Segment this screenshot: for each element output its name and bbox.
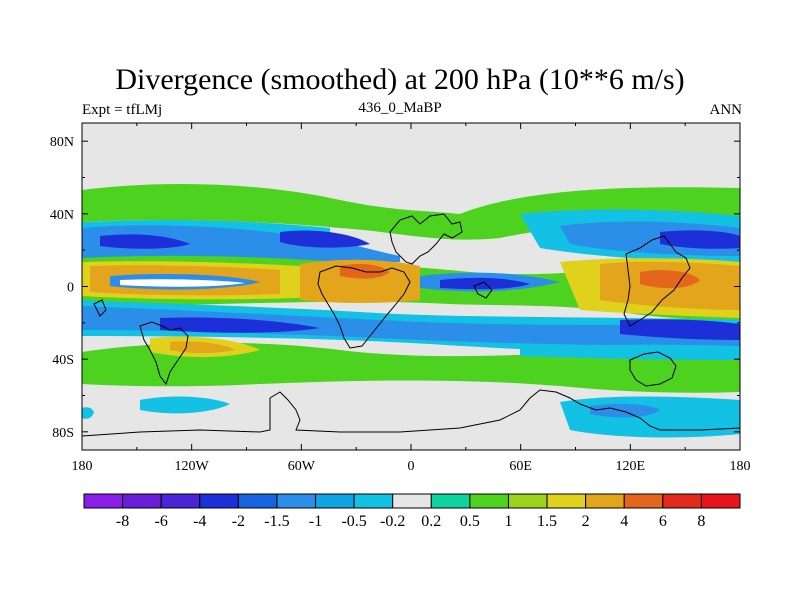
- colorbar-swatch: [237, 493, 278, 509]
- colorbar-label: 2: [582, 513, 590, 530]
- colorbar-label: 1.5: [537, 513, 557, 530]
- colorbar-label: -4: [193, 513, 206, 530]
- field-north-conv: [82, 225, 400, 262]
- field-north-conv-deep: [100, 234, 190, 249]
- x-tick-label: 180: [730, 459, 751, 474]
- colorbar-swatch: [315, 493, 355, 509]
- subtitle-center: 436_0_MaBP: [358, 100, 442, 116]
- field-polar-cyan-b: [560, 396, 740, 438]
- field-polar-blue-b: [590, 403, 660, 418]
- colorbar-label: 6: [659, 513, 667, 530]
- coast-india: [473, 281, 493, 299]
- contour-fields: [82, 184, 740, 438]
- colorbar-label: -1.5: [264, 513, 289, 530]
- colorbar-swatch: [546, 493, 587, 509]
- field-polar-cyan-a: [140, 396, 230, 414]
- colorbar-swatch: [392, 493, 432, 509]
- y-tick-label: 40N: [50, 208, 74, 223]
- y-tick-label: 80N: [50, 135, 74, 150]
- colorbar-swatch: [160, 493, 201, 509]
- field-eq-white-core: [120, 279, 245, 287]
- x-axis: 180 120W 60W 0 60E 120E 180: [72, 123, 751, 474]
- colorbar-swatch: [122, 493, 162, 509]
- colorbar-label: 0.5: [460, 513, 480, 530]
- colorbar-swatch: [585, 493, 625, 509]
- y-tick-label: 80S: [52, 426, 74, 441]
- colorbar-swatch: [276, 493, 317, 509]
- subtitle-right: ANN: [709, 102, 743, 118]
- colorbar: -8 -6 -4 -2 -1.5 -1 -0.5 -0.2 0.2 0.5 1 1.5 2 4 6 8: [83, 493, 741, 530]
- coast-africa: [317, 265, 411, 349]
- field-north-conv-east-c: [660, 230, 740, 249]
- coastlines: [82, 213, 740, 437]
- colorbar-swatch: [199, 493, 239, 509]
- colorbar-label: -2: [232, 513, 245, 530]
- coast-antarctica: [82, 389, 740, 437]
- coast-eurasia: [389, 213, 463, 265]
- colorbar-label: 0.2: [421, 513, 441, 530]
- y-tick-label: 40S: [52, 353, 74, 368]
- x-tick-label: 0: [408, 459, 415, 474]
- field-north-conv-deep2: [280, 230, 370, 248]
- colorbar-label: -0.2: [380, 513, 405, 530]
- y-axis: 80N 40N 0 40S 80S: [50, 135, 740, 441]
- coast-australia: [629, 351, 677, 387]
- colorbar-label: 4: [620, 513, 628, 530]
- x-tick-label: 120W: [175, 459, 210, 474]
- colorbar-swatch: [662, 493, 702, 509]
- field-south-div-cyan: [520, 344, 740, 360]
- x-tick-label: 120E: [616, 459, 646, 474]
- colorbar-label: -8: [116, 513, 129, 530]
- colorbar-label: -6: [155, 513, 168, 530]
- field-south-conv-b: [82, 306, 740, 346]
- colorbar-swatch: [83, 493, 124, 509]
- y-tick-label: 0: [67, 281, 74, 296]
- chart-title: Divergence (smoothed) at 200 hPa (10**6 …: [115, 63, 685, 96]
- x-tick-label: 60E: [509, 459, 532, 474]
- field-south-conv-c: [160, 317, 320, 333]
- colorbar-label: 1: [504, 513, 512, 530]
- colorbar-swatch: [507, 493, 548, 509]
- field-polar-cyan-c: [82, 407, 94, 419]
- x-tick-label: 180: [72, 459, 93, 474]
- coast-north-america-west: [93, 299, 107, 317]
- colorbar-label: -0.5: [341, 513, 366, 530]
- coast-south-america: [139, 321, 189, 386]
- colorbar-swatch: [430, 493, 471, 509]
- colorbar-label: -1: [309, 513, 322, 530]
- colorbar-swatch: [353, 493, 394, 509]
- colorbar-swatch: [469, 493, 509, 509]
- colorbar-label: 8: [697, 513, 705, 530]
- x-tick-label: 60W: [288, 459, 316, 474]
- colorbar-swatch: [700, 493, 741, 509]
- field-africa-div: [300, 259, 420, 303]
- colorbar-swatch: [623, 493, 664, 509]
- coast-east-asia: [623, 235, 691, 327]
- field-south-conv-d: [620, 319, 740, 340]
- subtitle-left: Expt = tfLMj: [82, 102, 163, 118]
